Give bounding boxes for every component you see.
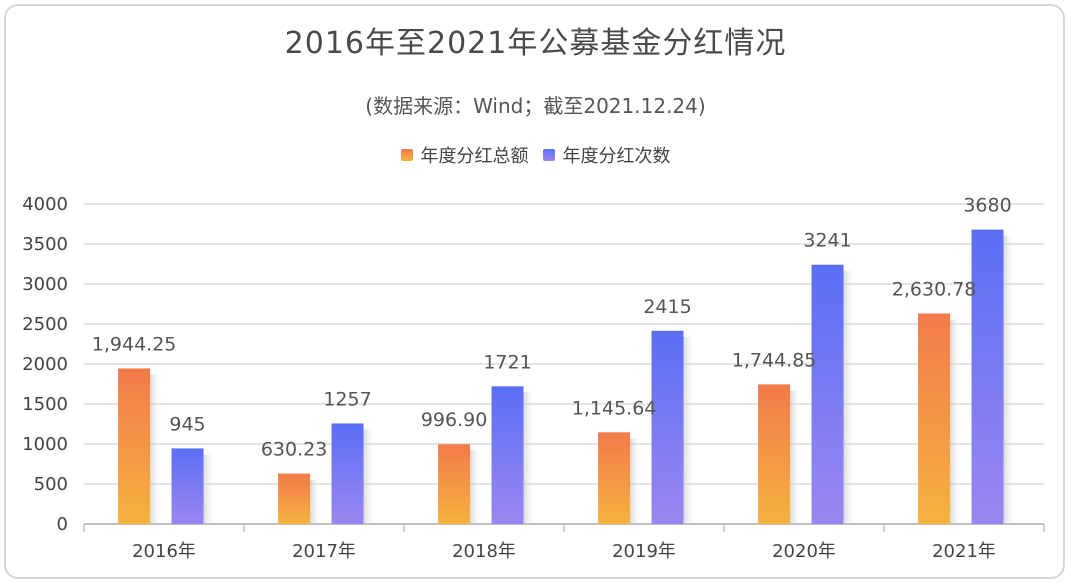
data-label: 945 bbox=[169, 413, 205, 435]
data-label: 1,944.25 bbox=[92, 333, 177, 355]
data-label: 3241 bbox=[803, 230, 851, 252]
y-tick-label: 1500 bbox=[22, 394, 68, 415]
x-tick-label: 2017年 bbox=[292, 541, 356, 562]
y-tick-label: 3500 bbox=[22, 234, 68, 255]
bar-total-dividend[interactable] bbox=[118, 368, 151, 524]
bar-shadow bbox=[1003, 235, 1016, 524]
x-tick-label: 2020年 bbox=[772, 541, 836, 562]
y-tick-label: 4000 bbox=[22, 194, 68, 215]
data-label: 1,744.85 bbox=[732, 349, 817, 371]
bar-shadow bbox=[150, 374, 163, 524]
x-tick-label: 2016年 bbox=[132, 541, 196, 562]
bar-shadow bbox=[523, 392, 536, 524]
bar-total-dividend[interactable] bbox=[438, 444, 471, 524]
bar-dividend-count[interactable] bbox=[171, 448, 204, 524]
chart-subtitle: (数据来源：Wind；截至2021.12.24) bbox=[365, 94, 706, 118]
bar-shadow bbox=[363, 429, 376, 524]
bar-dividend-count[interactable] bbox=[811, 264, 844, 524]
legend-swatch-blue bbox=[542, 149, 555, 161]
legend-label-count: 年度分红次数 bbox=[562, 146, 671, 167]
legend-swatch-orange bbox=[400, 149, 413, 161]
legend-item-total[interactable]: 年度分红总额 bbox=[400, 142, 529, 168]
bar-dividend-count[interactable] bbox=[491, 386, 524, 524]
legend-item-count[interactable]: 年度分红次数 bbox=[542, 142, 671, 168]
bar-shadow bbox=[950, 319, 963, 524]
data-label: 2415 bbox=[643, 296, 691, 318]
data-label: 1,145.64 bbox=[572, 397, 657, 419]
data-label: 630.23 bbox=[261, 439, 327, 461]
legend-label-total: 年度分红总额 bbox=[420, 146, 529, 167]
bar-total-dividend[interactable] bbox=[758, 384, 791, 524]
bar-shadow bbox=[843, 270, 856, 524]
bar-shadow bbox=[310, 479, 323, 524]
data-label: 1257 bbox=[323, 388, 371, 410]
y-tick-label: 2500 bbox=[22, 314, 68, 335]
data-label: 1721 bbox=[483, 351, 531, 373]
bar-shadow bbox=[470, 450, 483, 524]
bar-total-dividend[interactable] bbox=[278, 473, 311, 524]
data-label: 2,630.78 bbox=[892, 279, 977, 301]
x-tick-label: 2021年 bbox=[932, 541, 996, 562]
bar-dividend-count[interactable] bbox=[331, 423, 364, 524]
bar-total-dividend[interactable] bbox=[598, 432, 631, 524]
chart-title: 2016年至2021年公募基金分红情况 bbox=[284, 26, 787, 61]
bar-shadow bbox=[790, 390, 803, 524]
y-tick-label: 1000 bbox=[22, 434, 68, 455]
data-label: 996.90 bbox=[421, 409, 487, 431]
y-tick-label: 3000 bbox=[22, 274, 68, 295]
chart-legend[interactable]: 年度分红总额 年度分红次数 bbox=[0, 142, 1071, 168]
bar-shadow bbox=[630, 438, 643, 524]
bar-dividend-count[interactable] bbox=[651, 330, 684, 524]
bar-shadow bbox=[203, 454, 216, 524]
bar-shadow bbox=[683, 336, 696, 524]
y-tick-label: 2000 bbox=[22, 354, 68, 375]
data-label: 3680 bbox=[963, 195, 1011, 217]
y-tick-label: 500 bbox=[34, 474, 68, 495]
bar-dividend-count[interactable] bbox=[971, 229, 1004, 524]
x-tick-label: 2018年 bbox=[452, 541, 516, 562]
x-tick-label: 2019年 bbox=[612, 541, 676, 562]
y-tick-label: 0 bbox=[57, 514, 68, 535]
bar-total-dividend[interactable] bbox=[918, 313, 951, 524]
